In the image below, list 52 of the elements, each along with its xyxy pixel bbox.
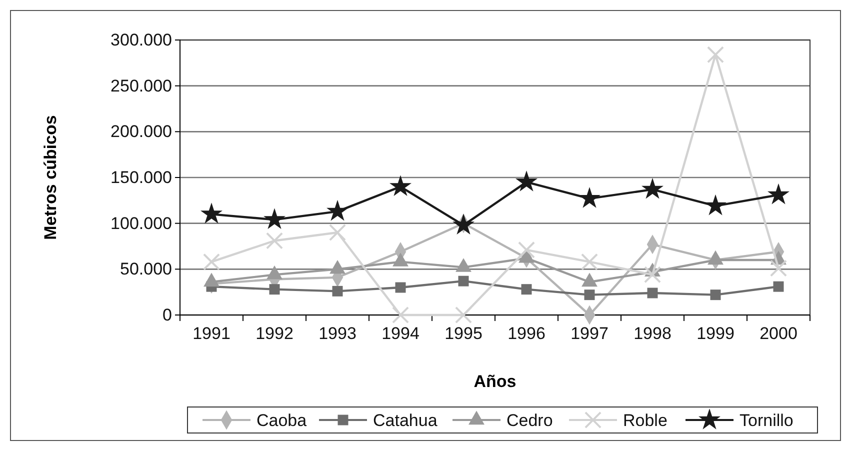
y-tick-label: 300.000 — [110, 30, 172, 50]
point — [392, 306, 410, 324]
point — [578, 187, 600, 208]
point — [202, 253, 220, 270]
point — [518, 241, 536, 258]
point — [644, 266, 662, 284]
y-axis-title: Metros cúbicos — [41, 115, 60, 240]
point — [458, 276, 469, 286]
point — [328, 224, 346, 242]
point — [521, 284, 532, 295]
legend-label: Tornillo — [740, 411, 794, 430]
legend-label: Caoba — [256, 411, 308, 430]
legend-label: Roble — [623, 411, 668, 430]
x-tick-label: 1999 — [696, 324, 734, 344]
x-tick-label: 1998 — [634, 324, 672, 344]
point — [454, 306, 472, 324]
x-tick-label: 1992 — [256, 324, 294, 344]
point — [269, 284, 280, 295]
x-tick-label: 1997 — [570, 324, 608, 344]
point — [704, 194, 726, 216]
y-tick-label: 50.000 — [120, 260, 172, 279]
point — [580, 253, 598, 270]
point — [326, 200, 348, 221]
y-tick-label: 250.000 — [110, 76, 172, 96]
legend-label: Cedro — [506, 411, 553, 430]
point — [452, 214, 474, 235]
point — [768, 183, 790, 204]
point — [395, 282, 406, 293]
y-tick-label: 200.000 — [110, 122, 172, 142]
point — [770, 260, 788, 277]
point — [200, 202, 222, 224]
point — [264, 208, 286, 230]
point — [773, 281, 784, 292]
legend-label: Catahua — [373, 411, 438, 430]
point — [390, 175, 412, 196]
x-tick-label: 1996 — [508, 324, 546, 344]
x-tick-label: 2000 — [760, 324, 798, 344]
point — [516, 170, 538, 192]
point — [647, 288, 658, 298]
x-tick-label: 1994 — [382, 324, 420, 344]
y-tick-label: 150.000 — [110, 168, 172, 187]
x-tick-label: 1995 — [444, 324, 482, 344]
y-tick-label: 0 — [162, 305, 172, 324]
x-axis-title: Años — [474, 372, 516, 391]
y-tick-label: 100.000 — [110, 214, 172, 233]
point — [642, 178, 664, 199]
point — [710, 290, 721, 300]
point — [584, 290, 595, 300]
x-tick-label: 1991 — [192, 324, 230, 344]
x-tick-label: 1993 — [318, 324, 356, 344]
point — [266, 232, 284, 250]
point — [332, 286, 343, 296]
